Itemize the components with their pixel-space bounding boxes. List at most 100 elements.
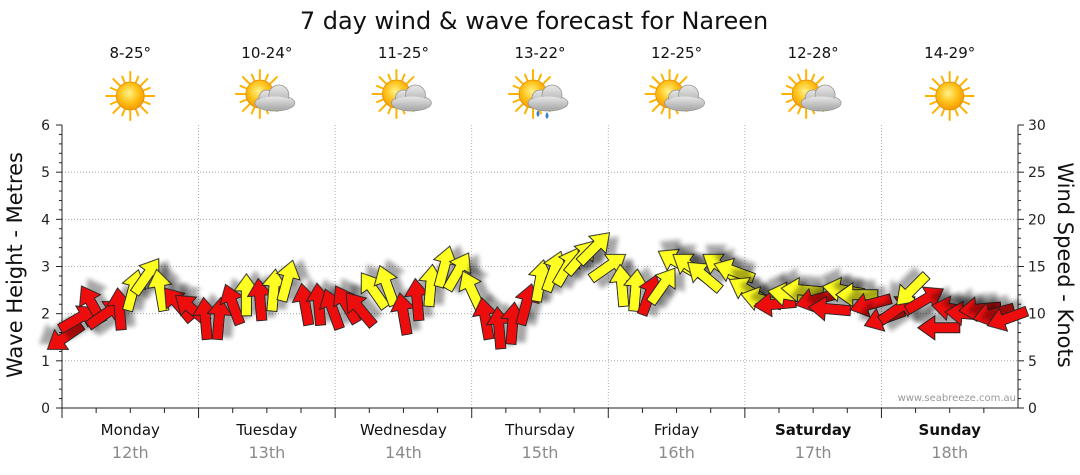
sun-ray bbox=[929, 86, 937, 92]
sun-icon bbox=[105, 71, 156, 121]
sun-ray bbox=[512, 98, 521, 104]
sun-ray bbox=[401, 73, 406, 82]
wind-arrow-shape bbox=[916, 314, 961, 341]
temperature-label: 11-25° bbox=[378, 44, 429, 62]
day-label-date: 17th bbox=[795, 443, 832, 462]
y-tick-label-right: 0 bbox=[1028, 401, 1037, 417]
sun-ray bbox=[512, 84, 521, 90]
sun-ray bbox=[542, 76, 551, 85]
sun-ray bbox=[250, 106, 256, 115]
sun-ray bbox=[139, 78, 149, 87]
day-label-date: 16th bbox=[658, 443, 695, 462]
wind-arrow bbox=[275, 259, 301, 303]
wind-arrow-shape bbox=[986, 305, 1030, 332]
wind-arrow bbox=[608, 263, 635, 308]
day-label-name: Saturday bbox=[775, 421, 852, 439]
sun-ray bbox=[241, 103, 251, 112]
cloud-fill bbox=[392, 96, 430, 110]
wind-arrow bbox=[903, 286, 945, 316]
wind-arrow bbox=[246, 277, 273, 322]
wind-arrow bbox=[106, 287, 133, 331]
wind-arrow-shape bbox=[403, 277, 430, 322]
sun-ray bbox=[239, 98, 247, 104]
y-tick-label-left: 3 bbox=[41, 260, 50, 276]
wind-arrow-shape bbox=[587, 253, 627, 284]
temperature-label: 14-29° bbox=[924, 44, 975, 62]
sun-ray bbox=[788, 76, 797, 85]
sun-ray bbox=[785, 98, 794, 104]
wind-arrow-shape bbox=[192, 296, 219, 341]
sun-ray bbox=[269, 76, 278, 85]
y-tick-label-right: 25 bbox=[1028, 165, 1046, 181]
wind-arrow bbox=[807, 295, 852, 322]
cloud-fill bbox=[256, 96, 294, 110]
sun-ray bbox=[376, 98, 384, 104]
day-label-date: 14th bbox=[385, 443, 422, 462]
sun-ray bbox=[954, 108, 959, 117]
wind-arrow bbox=[192, 296, 219, 341]
sun-disc bbox=[935, 81, 965, 111]
sun-ray bbox=[931, 78, 941, 87]
wind-arrow-shape bbox=[849, 292, 893, 318]
sun-ray bbox=[651, 103, 660, 112]
sun-ray bbox=[962, 86, 971, 92]
sun-rays bbox=[371, 69, 422, 119]
wind-arrow-shape bbox=[527, 259, 554, 303]
temperature-label: 10-24° bbox=[241, 44, 292, 62]
wind-arrow-shape bbox=[206, 296, 233, 341]
wind-arrow bbox=[541, 250, 568, 294]
sun-ray bbox=[515, 76, 524, 85]
wind-arrow bbox=[527, 259, 554, 303]
sun-ray bbox=[109, 86, 118, 92]
partly-cloudy-icon bbox=[781, 69, 842, 119]
sun-ray bbox=[962, 100, 971, 106]
sun-ray bbox=[250, 73, 256, 82]
y-tick-label-left: 6 bbox=[41, 118, 50, 134]
sun-ray bbox=[674, 73, 679, 82]
sun-ray bbox=[788, 103, 797, 112]
sun-ray bbox=[797, 106, 802, 115]
wind-arrow bbox=[233, 272, 260, 317]
wind-arrow-shape bbox=[834, 281, 879, 308]
sun-ray bbox=[264, 73, 269, 82]
wind-arrow bbox=[849, 292, 893, 318]
cloud bbox=[664, 84, 705, 112]
day-label-date: 12th bbox=[112, 443, 149, 462]
sun-ray bbox=[109, 100, 118, 106]
wind-arrow bbox=[206, 296, 233, 341]
cloud bbox=[800, 84, 842, 112]
partly-cloudy-icon bbox=[371, 69, 432, 119]
cloud-fill bbox=[802, 96, 840, 110]
sun-ray bbox=[387, 106, 392, 115]
sun-ray bbox=[112, 105, 121, 114]
wind-arrow-shape bbox=[575, 232, 611, 267]
sun-icon bbox=[924, 71, 975, 121]
wind-arrow-shape bbox=[261, 268, 287, 312]
sun-ray bbox=[135, 75, 140, 84]
day-label-name: Sunday bbox=[919, 421, 982, 439]
sun-ray bbox=[660, 106, 665, 115]
wind-arrow-shape bbox=[275, 259, 301, 303]
cloud bbox=[254, 84, 296, 112]
sun-ray bbox=[815, 76, 825, 85]
wind-arrow-shape bbox=[646, 267, 676, 307]
partly-cloudy-icon bbox=[644, 69, 705, 119]
day-label-name: Tuesday bbox=[235, 421, 297, 439]
wind-arrow-shape bbox=[345, 292, 378, 329]
sun-ray bbox=[523, 73, 529, 82]
sun-ray bbox=[660, 73, 665, 82]
sun-ray bbox=[959, 105, 968, 114]
sun-rays bbox=[924, 71, 975, 121]
sun-ray bbox=[940, 108, 945, 117]
wind-arrow-shape bbox=[390, 292, 416, 336]
sun-ray bbox=[810, 73, 816, 82]
sun-ray bbox=[239, 84, 247, 90]
cloud bbox=[527, 84, 569, 112]
axes: 0 1 2 3 4 5 6 0 5 10 15 20 25 30 Monday 12th Tuesday 13th… bbox=[41, 118, 1046, 462]
sun-ray bbox=[649, 84, 657, 90]
temperature-label: 8-25° bbox=[110, 44, 152, 62]
chart-title: 7 day wind & wave forecast for Nareen bbox=[300, 7, 768, 35]
day-label-name: Monday bbox=[101, 421, 160, 439]
day-label-name: Friday bbox=[654, 421, 700, 439]
wind-arrow-shape bbox=[129, 257, 160, 297]
